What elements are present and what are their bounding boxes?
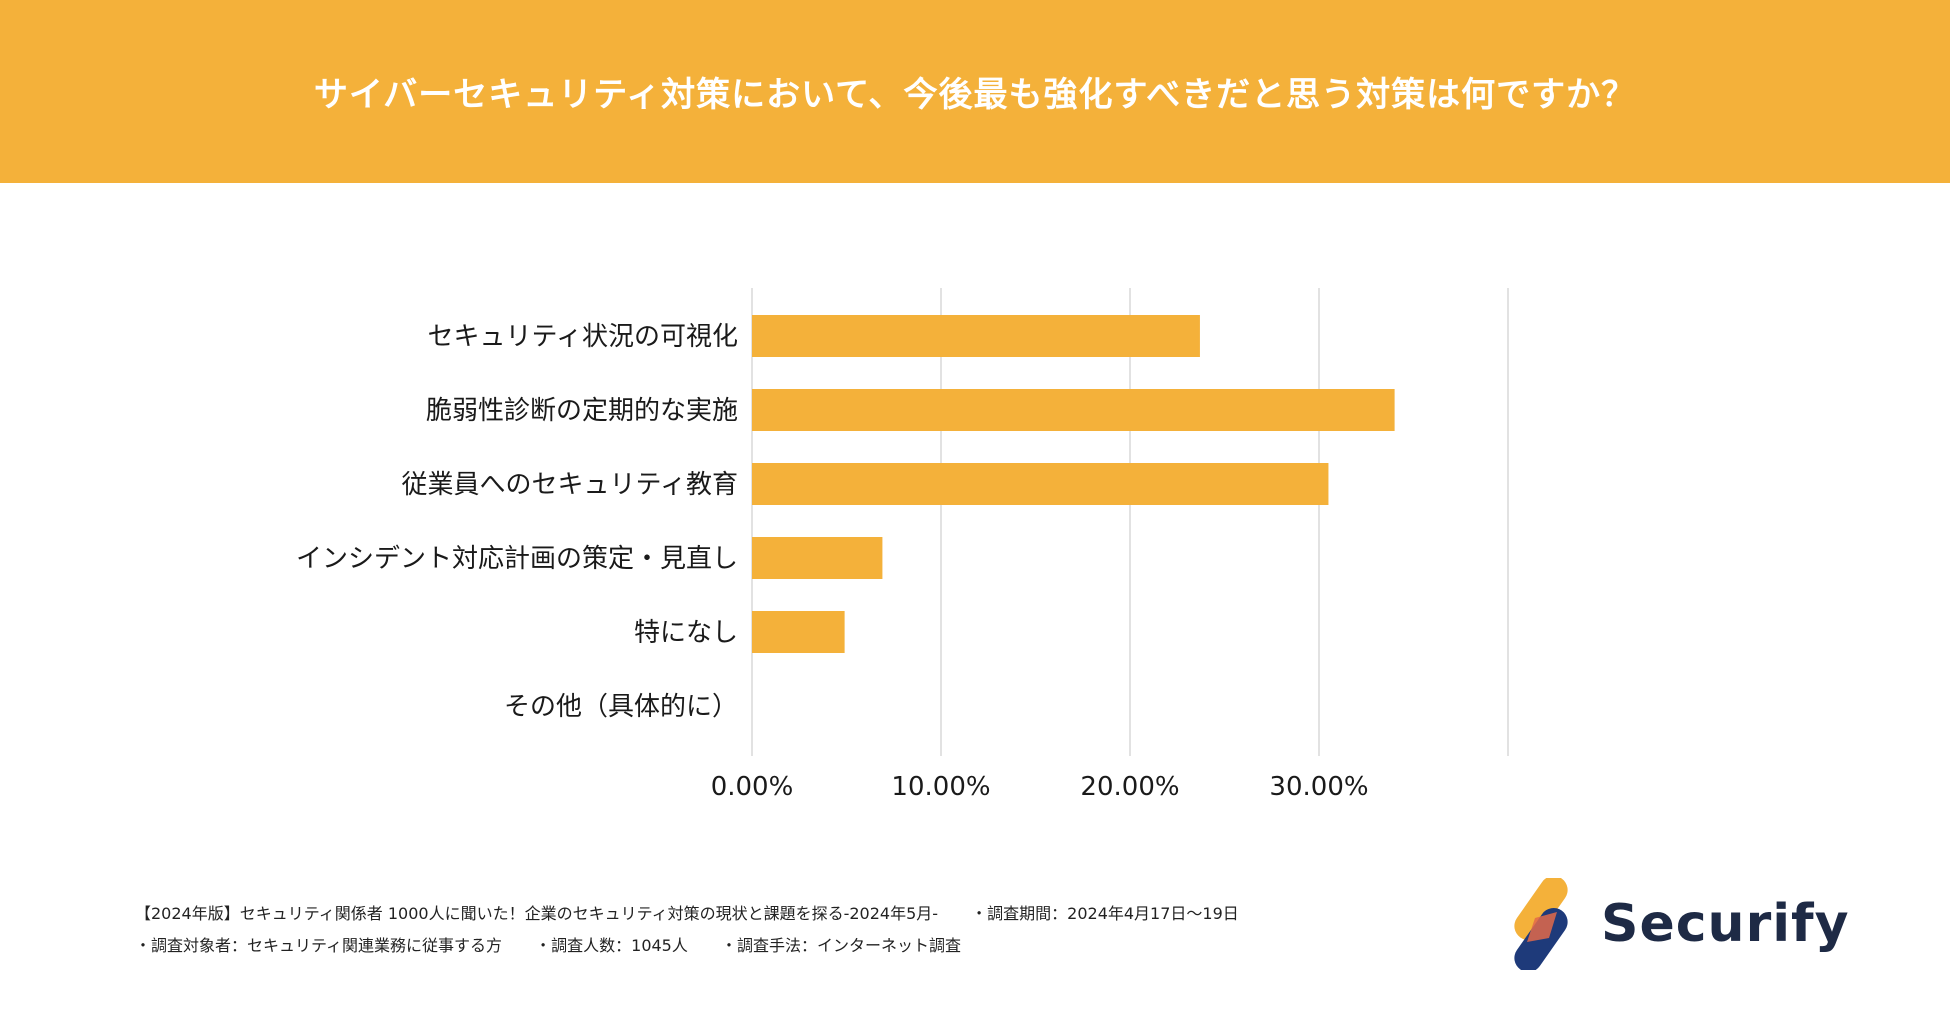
category-label-4: 特になし: [634, 618, 738, 648]
survey-notes-line-2: ・調査対象者：セキュリティ関連業務に従事する方 ・調査人数：1045人 ・調査手…: [135, 930, 1267, 962]
tick-label-3: 30.00%: [1269, 772, 1368, 802]
category-label-2: 従業員へのセキュリティ教育: [402, 470, 738, 500]
survey-method: ・調査手法：インターネット調査: [720, 936, 961, 955]
survey-target: ・調査対象者：セキュリティ関連業務に従事する方: [135, 936, 503, 955]
bar-2: [752, 463, 1329, 505]
tick-label-2: 20.00%: [1080, 772, 1179, 802]
tick-label-0: 0.00%: [711, 772, 794, 802]
bar-chart: セキュリティ状況の可視化脆弱性診断の定期的な実施従業員へのセキュリティ教育インシ…: [296, 288, 1509, 802]
securify-logo: Securify: [1505, 878, 1850, 970]
category-label-5: その他（具体的に）: [504, 692, 738, 722]
chart-title: サイバーセキュリティ対策において、今後最も強化すべきだと思う対策は何ですか？: [313, 75, 1637, 115]
header-banner: サイバーセキュリティ対策において、今後最も強化すべきだと思う対策は何ですか？: [0, 0, 1950, 183]
bar-4: [752, 611, 845, 653]
securify-logo-text: Securify: [1601, 894, 1850, 954]
survey-count: ・調査人数：1045人: [535, 936, 688, 955]
securify-logo-icon: [1514, 878, 1568, 970]
category-label-0: セキュリティ状況の可視化: [428, 322, 738, 352]
survey-notes: 【2024年版】セキュリティ関係者 1000人に聞いた！企業のセキュリティ対策の…: [135, 898, 1267, 962]
survey-source: 【2024年版】セキュリティ関係者 1000人に聞いた！企業のセキュリティ対策の…: [135, 904, 939, 923]
tick-label-1: 10.00%: [891, 772, 990, 802]
survey-period: ・調査期間：2024年4月17日〜19日: [971, 904, 1239, 923]
category-label-3: インシデント対応計画の策定・見直し: [296, 544, 738, 574]
bar-1: [752, 389, 1395, 431]
category-label-1: 脆弱性診断の定期的な実施: [426, 396, 738, 426]
bar-0: [752, 315, 1200, 357]
bar-3: [752, 537, 883, 579]
survey-notes-line-1: 【2024年版】セキュリティ関係者 1000人に聞いた！企業のセキュリティ対策の…: [135, 898, 1267, 930]
